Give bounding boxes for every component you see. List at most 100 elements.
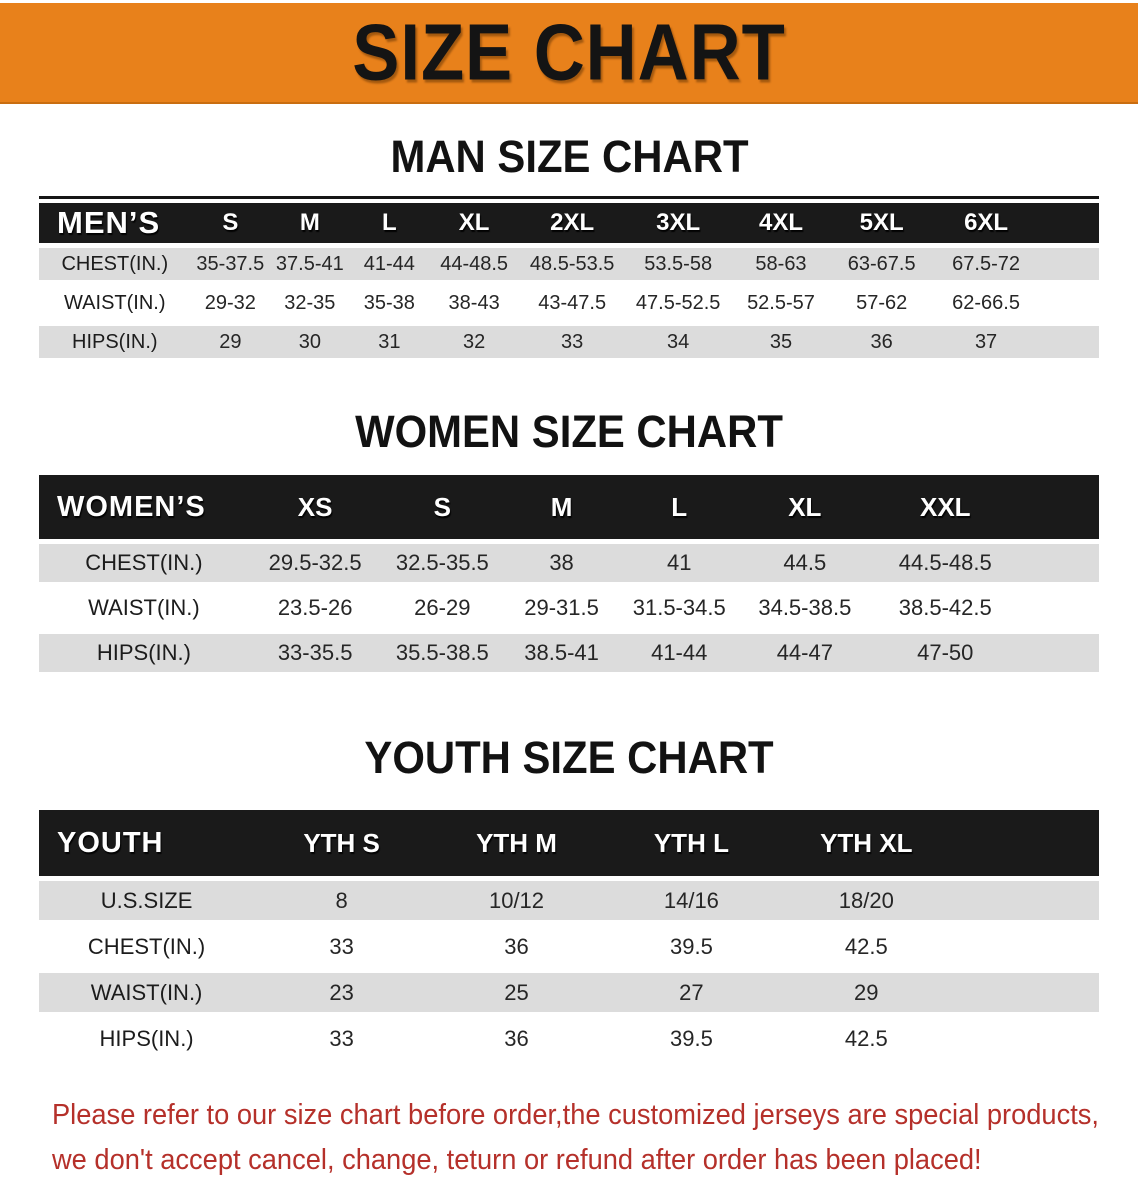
size-value-cell: 67.5-72 <box>932 245 1040 287</box>
disclaimer-line-1: Please refer to our size chart before or… <box>52 1099 1099 1131</box>
size-chart-banner: SIZE CHART <box>0 3 1138 104</box>
filler-cell <box>953 1015 1099 1065</box>
measurement-row: HIPS(IN.) 29 30 31 32 33 34 35 36 37 <box>39 322 1099 365</box>
size-value-cell: 34.5-38.5 <box>738 585 872 634</box>
size-value-cell: 36 <box>429 1015 604 1065</box>
row-label: U.S.SIZE <box>39 878 255 927</box>
size-value-cell: 30 <box>270 322 350 365</box>
measurement-row: HIPS(IN.) 33 36 39.5 42.5 <box>39 1015 1099 1065</box>
section-heading: YOUTH SIZE CHART <box>0 732 1138 784</box>
size-value-cell: 48.5-53.5 <box>519 245 626 287</box>
size-column-header: YTH XL <box>778 810 954 881</box>
size-column-header: L <box>619 475 739 544</box>
size-value-cell: 41-44 <box>349 245 430 287</box>
category-label: YOUTH <box>39 810 255 881</box>
size-value-cell: 33 <box>519 322 626 365</box>
size-value-cell: 33 <box>254 923 430 973</box>
measurement-row: WAIST(IN.) 23 25 27 29 <box>39 969 1099 1019</box>
size-value-cell: 44-47 <box>738 630 872 679</box>
row-label: HIPS(IN.) <box>39 630 249 679</box>
size-value-cell: 32-35 <box>270 283 350 326</box>
size-value-cell: 62-66.5 <box>932 283 1040 326</box>
table-header-row: MEN’S S M L XL 2XL 3XL 4XL 5XL 6XL <box>39 203 1099 248</box>
size-value-cell: 31 <box>349 322 430 365</box>
size-value-cell: 52.5-57 <box>731 283 831 326</box>
section-heading-text: MAN SIZE CHART <box>389 131 749 182</box>
disclaimer-note: Please refer to our size chart before or… <box>52 1093 1138 1183</box>
row-label: CHEST(IN.) <box>39 245 191 287</box>
size-column-header: S <box>381 475 504 544</box>
size-value-cell: 36 <box>830 322 933 365</box>
size-column-header: XL <box>738 475 872 544</box>
size-value-cell: 33-35.5 <box>248 630 382 679</box>
section-heading-text: WOMEN SIZE CHART <box>355 406 783 457</box>
size-value-cell: 34 <box>625 322 732 365</box>
size-value-cell: 10/12 <box>429 878 604 927</box>
size-column-header: XL <box>429 203 520 248</box>
row-label: WAIST(IN.) <box>39 585 249 634</box>
size-table-wrap: WOMEN’S XS S M L XL XXL CHEST(IN.) 29.5-32.5 32.5… <box>39 475 1099 679</box>
table-header-row: WOMEN’S XS S M L XL XXL <box>39 475 1099 544</box>
size-column-header: 4XL <box>731 203 831 248</box>
size-column-header: 2XL <box>519 203 626 248</box>
category-label: WOMEN’S <box>39 475 249 544</box>
size-value-cell: 37.5-41 <box>270 245 350 287</box>
banner-title: SIZE CHART <box>352 7 786 98</box>
filler-cell <box>1039 203 1099 248</box>
category-label: MEN’S <box>39 203 191 248</box>
size-value-cell: 63-67.5 <box>830 245 933 287</box>
size-value-cell: 27 <box>603 969 779 1019</box>
size-value-cell: 23 <box>254 969 430 1019</box>
size-value-cell: 32 <box>429 322 520 365</box>
size-column-header: S <box>190 203 271 248</box>
size-value-cell: 31.5-34.5 <box>619 585 739 634</box>
size-value-cell: 42.5 <box>778 1015 954 1065</box>
size-value-cell: 42.5 <box>778 923 954 973</box>
filler-cell <box>1039 322 1099 365</box>
size-column-header: YTH M <box>429 810 604 881</box>
size-value-cell: 36 <box>429 923 604 973</box>
section-heading: MAN SIZE CHART <box>0 131 1138 183</box>
size-table: WOMEN’S XS S M L XL XXL CHEST(IN.) 29.5-32.5 32.5… <box>39 475 1099 679</box>
row-label: CHEST(IN.) <box>39 923 255 973</box>
disclaimer-line-2: we don't accept cancel, change, teturn o… <box>52 1144 982 1176</box>
size-value-cell: 44-48.5 <box>429 245 520 287</box>
measurement-row: WAIST(IN.) 23.5-26 26-29 29-31.5 31.5-34.5 34… <box>39 585 1099 634</box>
size-column-header: M <box>270 203 350 248</box>
size-column-header: L <box>349 203 430 248</box>
size-chart-section: WOMEN SIZE CHART WOMEN’S XS S M L XL XXL CHEST(I… <box>0 406 1138 679</box>
size-value-cell: 29 <box>190 322 271 365</box>
measurement-row: U.S.SIZE 8 10/12 14/16 18/20 <box>39 878 1099 927</box>
table-header-row: YOUTH YTH S YTH M YTH L YTH XL <box>39 810 1099 881</box>
row-label: WAIST(IN.) <box>39 283 191 326</box>
size-table: YOUTH YTH S YTH M YTH L YTH XL U.S.SIZE 8 10/12… <box>39 810 1099 1065</box>
filler-cell <box>1019 541 1099 589</box>
size-table-wrap: YOUTH YTH S YTH M YTH L YTH XL U.S.SIZE 8 10/12… <box>39 810 1099 1065</box>
size-value-cell: 33 <box>254 1015 430 1065</box>
size-value-cell: 39.5 <box>603 1015 779 1065</box>
row-label: WAIST(IN.) <box>39 969 255 1019</box>
size-value-cell: 29-31.5 <box>503 585 620 634</box>
size-value-cell: 29-32 <box>190 283 271 326</box>
size-value-cell: 41-44 <box>619 630 739 679</box>
size-column-header: 5XL <box>830 203 933 248</box>
size-value-cell: 38.5-41 <box>503 630 620 679</box>
size-value-cell: 25 <box>429 969 604 1019</box>
size-column-header: 3XL <box>625 203 732 248</box>
section-heading: WOMEN SIZE CHART <box>0 406 1138 458</box>
size-value-cell: 18/20 <box>778 878 954 927</box>
size-value-cell: 35.5-38.5 <box>381 630 504 679</box>
size-chart-section: MAN SIZE CHART MEN’S S M L XL 2XL 3XL 4XL 5XL 6XL C… <box>0 131 1138 365</box>
size-value-cell: 44.5 <box>738 541 872 589</box>
size-value-cell: 41 <box>619 541 739 589</box>
size-value-cell: 38-43 <box>429 283 520 326</box>
size-column-header: XXL <box>871 475 1020 544</box>
measurement-row: CHEST(IN.) 29.5-32.5 32.5-35.5 38 41 44.5 44.5… <box>39 541 1099 589</box>
filler-cell <box>953 969 1099 1019</box>
row-label: HIPS(IN.) <box>39 322 191 365</box>
size-value-cell: 8 <box>254 878 430 927</box>
size-value-cell: 37 <box>932 322 1040 365</box>
size-column-header: XS <box>248 475 382 544</box>
size-value-cell: 23.5-26 <box>248 585 382 634</box>
size-value-cell: 29 <box>778 969 954 1019</box>
